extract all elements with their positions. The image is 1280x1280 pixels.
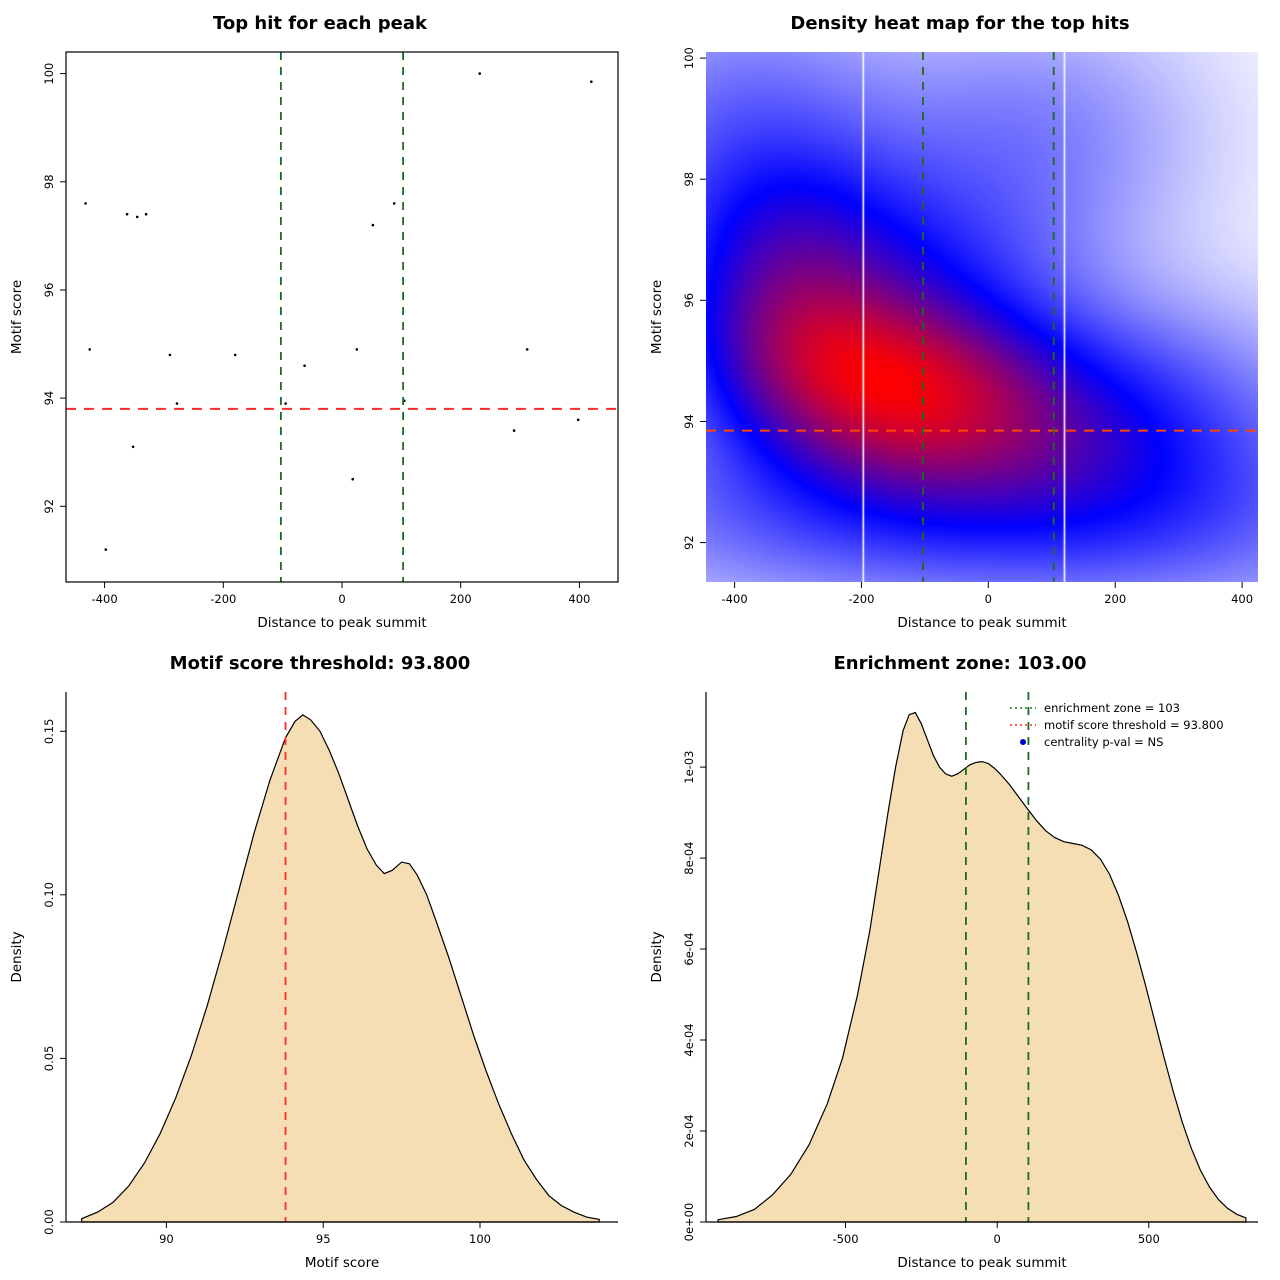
x-tick-label: 95 [316, 1232, 331, 1246]
legend-label: centrality p-val = NS [1044, 735, 1163, 749]
data-point [284, 402, 287, 405]
top-hit-scatter-plot: -400 -200 0 200 400 92 94 96 98 100 Distance to pe… [0, 42, 640, 640]
data-point [590, 80, 593, 83]
x-tick-label: 400 [1231, 592, 1253, 606]
panel-top-hit-scatter: Top hit for each peak -400 -200 0 200 400 92 9… [0, 0, 640, 640]
y-tick-label: 6e-04 [682, 932, 696, 965]
y-tick-label: 0e+00 [682, 1203, 696, 1242]
density-heatmap-plot: -400 -200 0 200 400 92 94 96 98 100 Distance to pe… [640, 42, 1280, 640]
y-tick-label: 0.05 [42, 1046, 56, 1072]
data-point [144, 212, 148, 216]
legend: enrichment zone = 103 motif score thresho… [1010, 701, 1224, 749]
density-heatmap-svg: -400 -200 0 200 400 92 94 96 98 100 Distance to pe… [649, 47, 1258, 631]
y-tick-label: 92 [42, 499, 56, 514]
x-tick-label: -200 [848, 592, 874, 606]
panel-summit-distance-density: Enrichment zone: 103.00 -500 0 500 0e+00 2e-… [640, 640, 1280, 1280]
summit-distance-density-plot: -500 0 500 0e+00 2e-04 4e-04 6e-04 8e-04 1e-03 Di… [640, 682, 1280, 1280]
motif-score-density-plot: 90 95 100 0.00 0.05 0.10 0.15 Motif score Densit… [0, 682, 640, 1280]
data-point [168, 353, 172, 357]
y-tick-label: 96 [682, 293, 696, 308]
x-tick-label: 400 [568, 592, 590, 606]
y-tick-label: 92 [682, 535, 696, 550]
x-tick-label: 200 [1104, 592, 1126, 606]
chart-title-motif-threshold: Motif score threshold: 93.800 [169, 653, 471, 674]
data-point [351, 477, 355, 481]
plot-box [65, 51, 619, 583]
data-point [576, 418, 580, 422]
data-point [125, 212, 129, 216]
y-tick-label: 0.00 [42, 1209, 56, 1235]
data-point [303, 364, 306, 368]
data-point [175, 402, 179, 405]
density-curve [717, 711, 1247, 1223]
x-tick-label: 90 [159, 1232, 174, 1246]
data-point [131, 445, 135, 449]
data-point [512, 429, 516, 432]
x-tick-label: 0 [985, 592, 992, 606]
x-tick-label: 100 [469, 1232, 491, 1246]
scatter-points [84, 72, 593, 551]
panel-motif-score-density: Motif score threshold: 93.800 90 95 100 0.0… [0, 640, 640, 1280]
x-tick-label: -200 [210, 592, 236, 606]
y-axis-title: Density [649, 931, 665, 982]
x-tick-label: 500 [1138, 1232, 1160, 1246]
y-tick-label: 100 [682, 47, 696, 69]
y-tick-label: 96 [42, 283, 56, 298]
y-tick-label: 94 [42, 391, 56, 406]
chart-title-top-hits: Top hit for each peak [213, 13, 427, 34]
legend-label: motif score threshold = 93.800 [1044, 718, 1224, 732]
data-point [525, 348, 529, 351]
x-tick-label: -400 [722, 592, 748, 606]
data-point [84, 202, 87, 205]
x-axis-title: Distance to peak summit [897, 615, 1066, 631]
x-axis-title: Motif score [305, 1255, 379, 1271]
y-tick-label: 98 [42, 174, 56, 189]
legend-label: enrichment zone = 103 [1044, 701, 1180, 715]
data-point [371, 223, 375, 227]
y-tick-label: 1e-03 [682, 751, 696, 784]
y-tick-label: 4e-04 [682, 1023, 696, 1056]
density-curve [81, 714, 600, 1223]
x-axis-title: Distance to peak summit [257, 615, 426, 631]
data-point [355, 348, 359, 351]
motif-score-density-svg: 90 95 100 0.00 0.05 0.10 0.15 Motif score Densit… [9, 692, 618, 1271]
x-axis-title: Distance to peak summit [897, 1255, 1066, 1271]
y-axis-title: Density [9, 931, 25, 982]
data-point [104, 548, 108, 551]
panel-density-heatmap: Density heat map for the top hits -400 -2… [640, 0, 1280, 640]
x-tick-label: 0 [994, 1232, 1001, 1246]
x-tick-label: -400 [92, 592, 118, 606]
y-tick-label: 2e-04 [682, 1114, 696, 1147]
legend-key-point [1020, 739, 1026, 745]
y-tick-label: 100 [42, 63, 56, 85]
data-point [88, 348, 91, 351]
y-tick-label: 8e-04 [682, 842, 696, 875]
x-tick-label: 0 [338, 592, 345, 606]
y-tick-label: 98 [682, 172, 696, 187]
data-point [135, 215, 139, 219]
y-tick-label: 0.15 [42, 718, 56, 744]
top-hit-scatter-svg: -400 -200 0 200 400 92 94 96 98 100 Distance to pe… [9, 51, 619, 631]
y-axis-title: Motif score [9, 280, 25, 354]
chart-title-heatmap: Density heat map for the top hits [790, 13, 1130, 34]
chart-title-enrichment-zone: Enrichment zone: 103.00 [833, 653, 1087, 674]
data-point [478, 72, 482, 75]
data-point [392, 202, 396, 205]
x-tick-label: -500 [832, 1232, 858, 1246]
y-tick-label: 94 [682, 414, 696, 429]
y-axis-title: Motif score [649, 280, 665, 354]
x-tick-label: 200 [450, 592, 472, 606]
y-tick-label: 0.10 [42, 882, 56, 908]
summit-distance-density-svg: -500 0 500 0e+00 2e-04 4e-04 6e-04 8e-04 1e-03 Di… [649, 692, 1258, 1271]
heatmap-image [706, 52, 1258, 582]
data-point [233, 353, 237, 357]
